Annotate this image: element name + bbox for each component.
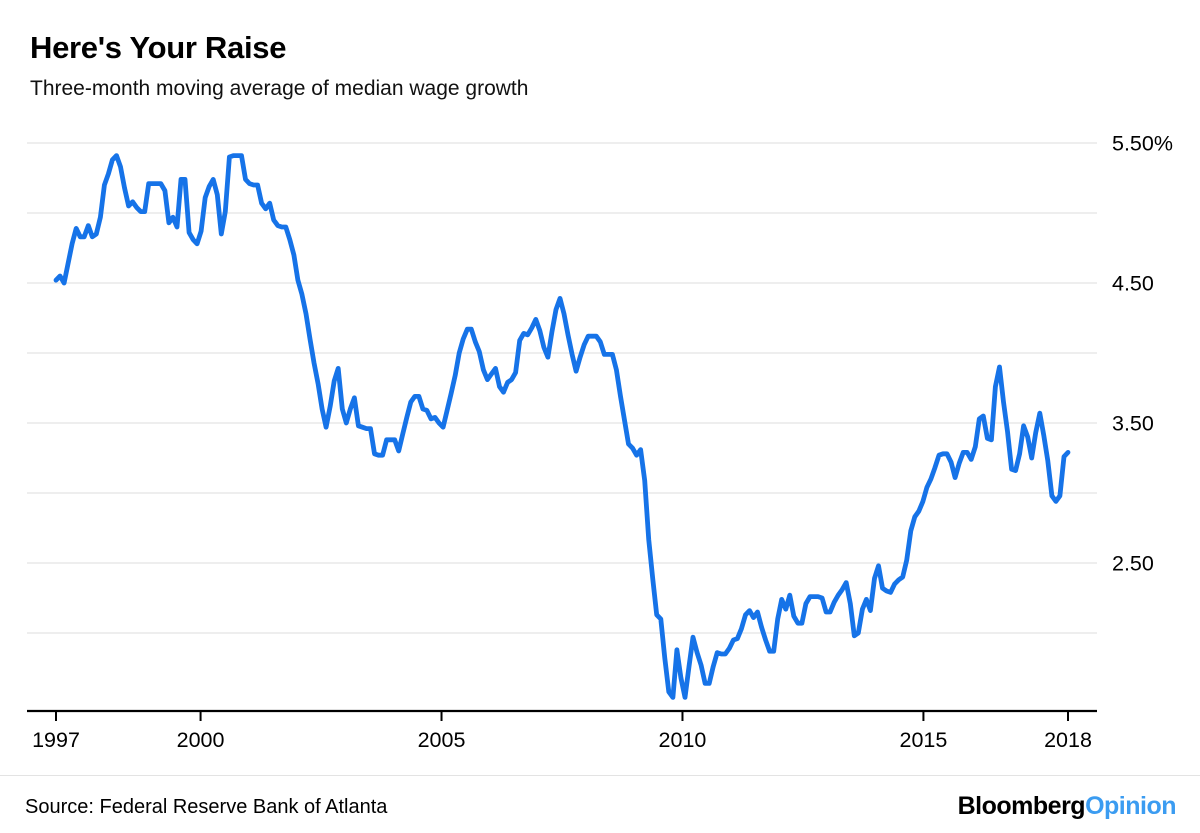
chart-subtitle: Three-month moving average of median wag… bbox=[30, 77, 529, 100]
bloomberg-wordmark: Bloomberg bbox=[957, 792, 1086, 820]
median-wage-growth-line bbox=[53, 153, 1071, 700]
x-axis-label-2018: 2018 bbox=[1044, 728, 1092, 752]
opinion-wordmark: Opinion bbox=[1085, 792, 1176, 820]
y-axis-label-3.50: 3.50 bbox=[1112, 412, 1154, 436]
x-axis-label-2000: 2000 bbox=[177, 728, 225, 752]
y-axis-label-4.50: 4.50 bbox=[1112, 272, 1154, 296]
x-axis-label-2005: 2005 bbox=[418, 728, 466, 752]
x-axis-label-1997: 1997 bbox=[32, 728, 80, 752]
y-axis-label-5.50%: 5.50% bbox=[1112, 132, 1173, 156]
source-caption: Source: Federal Reserve Bank of Atlanta bbox=[25, 796, 388, 818]
y-axis-label-2.50: 2.50 bbox=[1112, 552, 1154, 576]
chart-title: Here's Your Raise bbox=[30, 30, 287, 65]
bloomberg-opinion-logo: BloombergOpinion bbox=[957, 792, 1177, 821]
x-axis-label-2010: 2010 bbox=[659, 728, 707, 752]
footer-divider bbox=[0, 775, 1200, 776]
x-axis-label-2015: 2015 bbox=[900, 728, 948, 752]
